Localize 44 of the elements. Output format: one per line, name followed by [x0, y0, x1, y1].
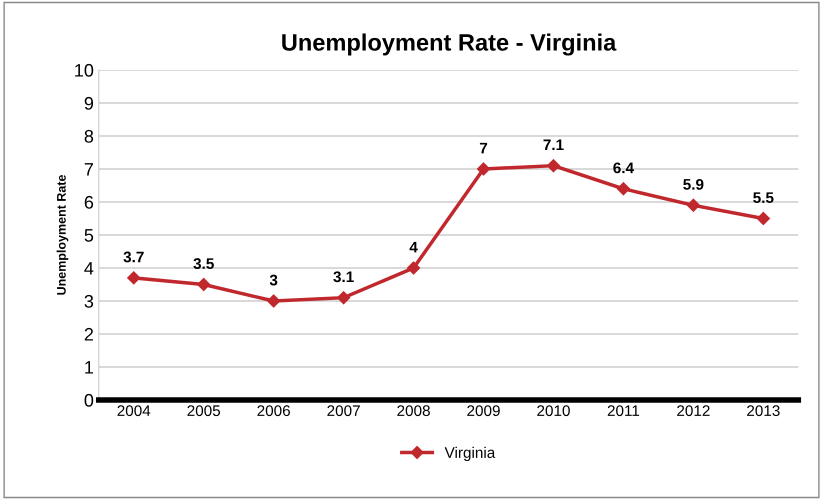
data-label: 5.9: [683, 178, 704, 190]
y-tick-label: 1: [85, 361, 94, 374]
x-tick-label: 2006: [257, 405, 290, 416]
point: [267, 294, 280, 308]
legend-label: Virginia: [444, 446, 496, 461]
point: [546, 159, 560, 172]
point: [686, 198, 700, 212]
data-label: 3.5: [193, 258, 214, 269]
data-label: 5.5: [753, 192, 774, 203]
data-label: 4: [410, 242, 418, 252]
x-tick-label: 2009: [467, 405, 500, 416]
x-tick-label: 2012: [677, 405, 710, 416]
x-tick-label: 2004: [118, 405, 150, 416]
y-tick-label: 9: [84, 96, 94, 110]
x-tick-label: 2010: [537, 405, 570, 416]
data-label: 7: [480, 142, 488, 154]
y-tick-label: 3: [84, 294, 94, 308]
y-tick-label: 2: [84, 328, 93, 341]
x-tick-label: 2013: [747, 405, 780, 416]
y-tick-label: 8: [84, 130, 94, 143]
y-tick-label: 0: [84, 394, 94, 407]
point: [337, 291, 350, 304]
data-label: 3.1: [333, 271, 354, 282]
point: [616, 182, 630, 196]
y-tick-label: 7: [84, 163, 93, 176]
chart-title: Unemployment Rate - Virginia: [282, 33, 616, 56]
point: [127, 271, 140, 284]
point: [756, 212, 770, 226]
y-tick-label: 10: [75, 64, 94, 77]
data-label: 6.4: [613, 162, 634, 174]
x-tick-label: 2008: [397, 405, 430, 416]
y-tick-label: 4: [84, 262, 94, 275]
y-tick-label: 5: [84, 229, 94, 242]
x-tick-label: 2011: [608, 405, 640, 416]
y-axis-title: Unemployment Rate: [56, 174, 68, 295]
point: [476, 162, 490, 176]
data-label: 3: [270, 274, 278, 286]
y-tick-label: 6: [84, 196, 94, 209]
data-label: 3.7: [123, 252, 144, 262]
point: [406, 261, 420, 275]
point: [197, 278, 210, 292]
x-tick-label: 2007: [327, 405, 360, 416]
data-label: 7.1: [544, 140, 564, 150]
x-tick-label: 2005: [187, 405, 220, 416]
